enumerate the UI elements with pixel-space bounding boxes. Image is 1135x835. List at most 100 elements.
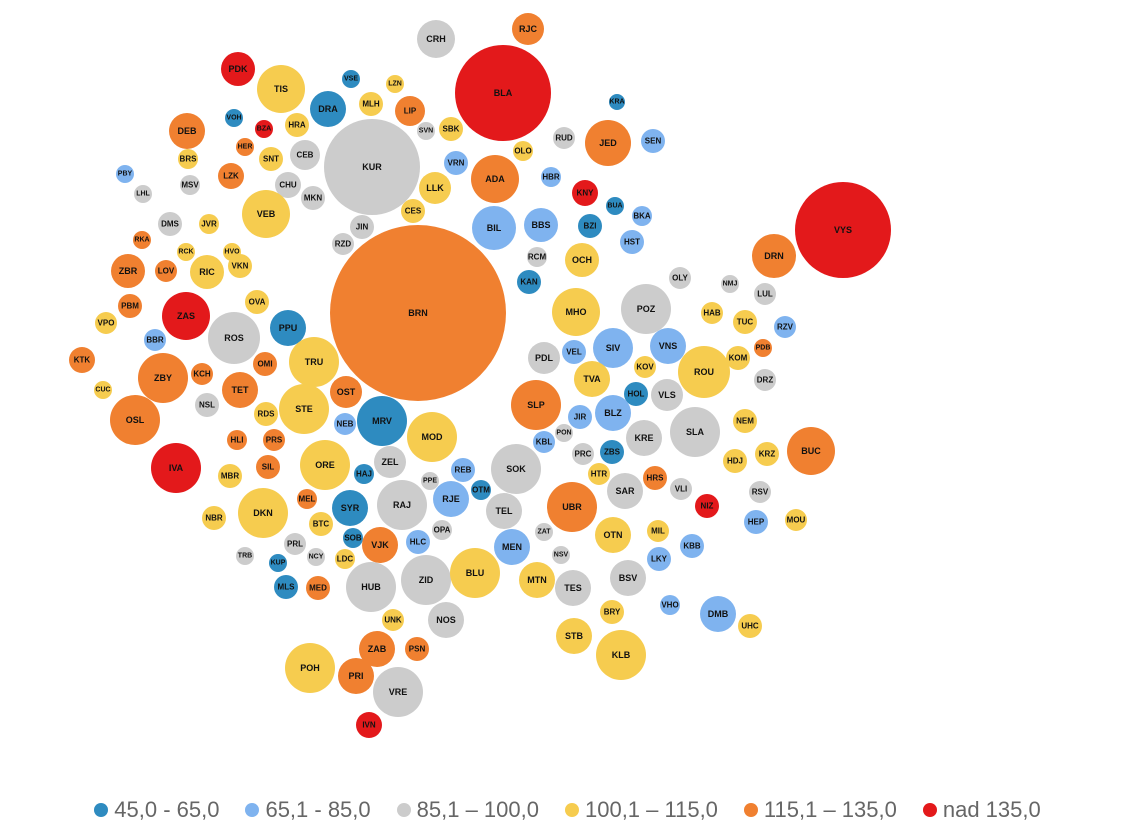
bubble-ste: STE (279, 384, 329, 434)
legend-item: 85,1 – 100,0 (396, 797, 539, 823)
bubble-circle (513, 141, 533, 161)
bubble-label: RZD (335, 240, 352, 249)
bubble-slp: SLP (511, 380, 561, 430)
bubble-circle (417, 122, 435, 140)
bubble-circle (533, 431, 555, 453)
bubble-circle (647, 520, 669, 542)
bubble-circle (335, 549, 355, 569)
bubble-ivn: IVN (356, 712, 382, 738)
bubble-circle (346, 562, 396, 612)
bubble-circle (236, 547, 254, 565)
legend: 45,0 - 65,0 65,1 - 85,0 85,1 – 100,0 100,1 … (0, 790, 1135, 830)
bubble-label: TVA (583, 374, 601, 384)
bubble-label: RIC (199, 267, 215, 277)
bubble-label: HRA (288, 121, 306, 130)
bubble-mel: MEL (297, 489, 317, 509)
legend-item: 45,0 - 65,0 (94, 797, 219, 823)
bubble-label: CUC (95, 387, 110, 394)
bubble-label: DMB (708, 609, 729, 619)
bubble-label: KTK (74, 356, 91, 365)
bubble-circle (432, 520, 452, 540)
bubble-nmj: NMJ (721, 275, 739, 293)
bubble-circle (190, 255, 224, 289)
bubble-lhl: LHL (134, 185, 152, 203)
bubble-circle (306, 576, 330, 600)
bubble-label: UBR (562, 502, 582, 512)
bubble-label: RKA (134, 237, 149, 244)
bubble-circle (600, 440, 624, 464)
bubble-circle (354, 464, 374, 484)
bubble-circle (450, 548, 500, 598)
bubble-label: RSV (752, 488, 769, 497)
bubble-jed: JED (585, 120, 631, 166)
bubble-label: RJE (442, 494, 460, 504)
bubble-zab: ZAB (359, 631, 395, 667)
bubble-circle (254, 402, 278, 426)
bubble-poh: POH (285, 643, 335, 693)
bubble-circle (343, 528, 363, 548)
bubble-rsv: RSV (749, 481, 771, 503)
bubble-label: KNY (577, 189, 595, 198)
bubble-label: MHO (566, 307, 587, 317)
bubble-circle (289, 337, 339, 387)
bubble-lov: LOV (155, 260, 177, 282)
bubble-haj: HAJ (354, 464, 374, 484)
bubble-label: PDK (228, 64, 248, 74)
bubble-circle (562, 340, 586, 364)
bubble-lzn: LZN (386, 75, 404, 93)
bubble-krz: KRZ (755, 442, 779, 466)
bubble-label: MRV (372, 416, 392, 426)
bubble-label: RZV (777, 323, 794, 332)
bubble-label: BSV (619, 573, 638, 583)
bubble-circle (670, 478, 692, 500)
bubble-label: KAN (520, 278, 538, 287)
bubble-label: NSV (554, 552, 569, 559)
bubble-circle (382, 609, 404, 631)
bubble-svn: SVN (417, 122, 435, 140)
bubble-label: MEL (299, 495, 316, 504)
bubble-label: ZAB (368, 644, 387, 654)
legend-label: 65,1 - 85,0 (265, 797, 371, 822)
bubble-chu: CHU (275, 172, 301, 198)
bubble-label: TIS (274, 84, 288, 94)
bubble-ric: RIC (190, 255, 224, 289)
bubble-label: RDS (258, 410, 276, 419)
bubble-label: PDB (756, 345, 771, 352)
bubble-mkn: MKN (301, 186, 325, 210)
bubble-circle (338, 658, 374, 694)
bubble-label: BZA (257, 126, 271, 133)
bubble-ppe: PPE (421, 472, 439, 490)
bubble-circle (297, 489, 317, 509)
bubble-label: SAR (615, 486, 635, 496)
bubble-circle (744, 510, 768, 534)
bubble-circle (110, 395, 160, 445)
bubble-label: SOK (506, 464, 526, 474)
bubble-circle (222, 372, 258, 408)
bubble-kur: KUR (324, 119, 420, 215)
bubble-jir: JIR (568, 405, 592, 429)
bubble-rzv: RZV (774, 316, 796, 338)
bubble-hbr: HBR (541, 167, 561, 187)
bubble-circle (359, 92, 383, 116)
bubble-label: KUR (362, 162, 382, 172)
bubble-pdb: PDB (754, 339, 772, 357)
bubble-circle (263, 429, 285, 451)
bubble-circle (572, 180, 598, 206)
bubble-label: PON (556, 430, 571, 437)
bubble-label: DMS (161, 220, 179, 229)
bubble-circle (527, 247, 547, 267)
bubble-circle (524, 208, 558, 242)
bubble-label: MSV (181, 181, 199, 190)
bubble-circle (199, 214, 219, 234)
bubble-zbs: ZBS (600, 440, 624, 464)
bubble-label: KRZ (759, 450, 776, 459)
bubble-label: ZID (419, 575, 434, 585)
bubble-circle (552, 546, 570, 564)
bubble-hrs: HRS (643, 466, 667, 490)
bubble-circle (600, 600, 624, 624)
bubble-nsv: NSV (552, 546, 570, 564)
bubble-circle (242, 190, 290, 238)
bubble-buc: BUC (787, 427, 835, 475)
bubble-circle (754, 283, 776, 305)
bubble-label: KBL (536, 438, 553, 447)
